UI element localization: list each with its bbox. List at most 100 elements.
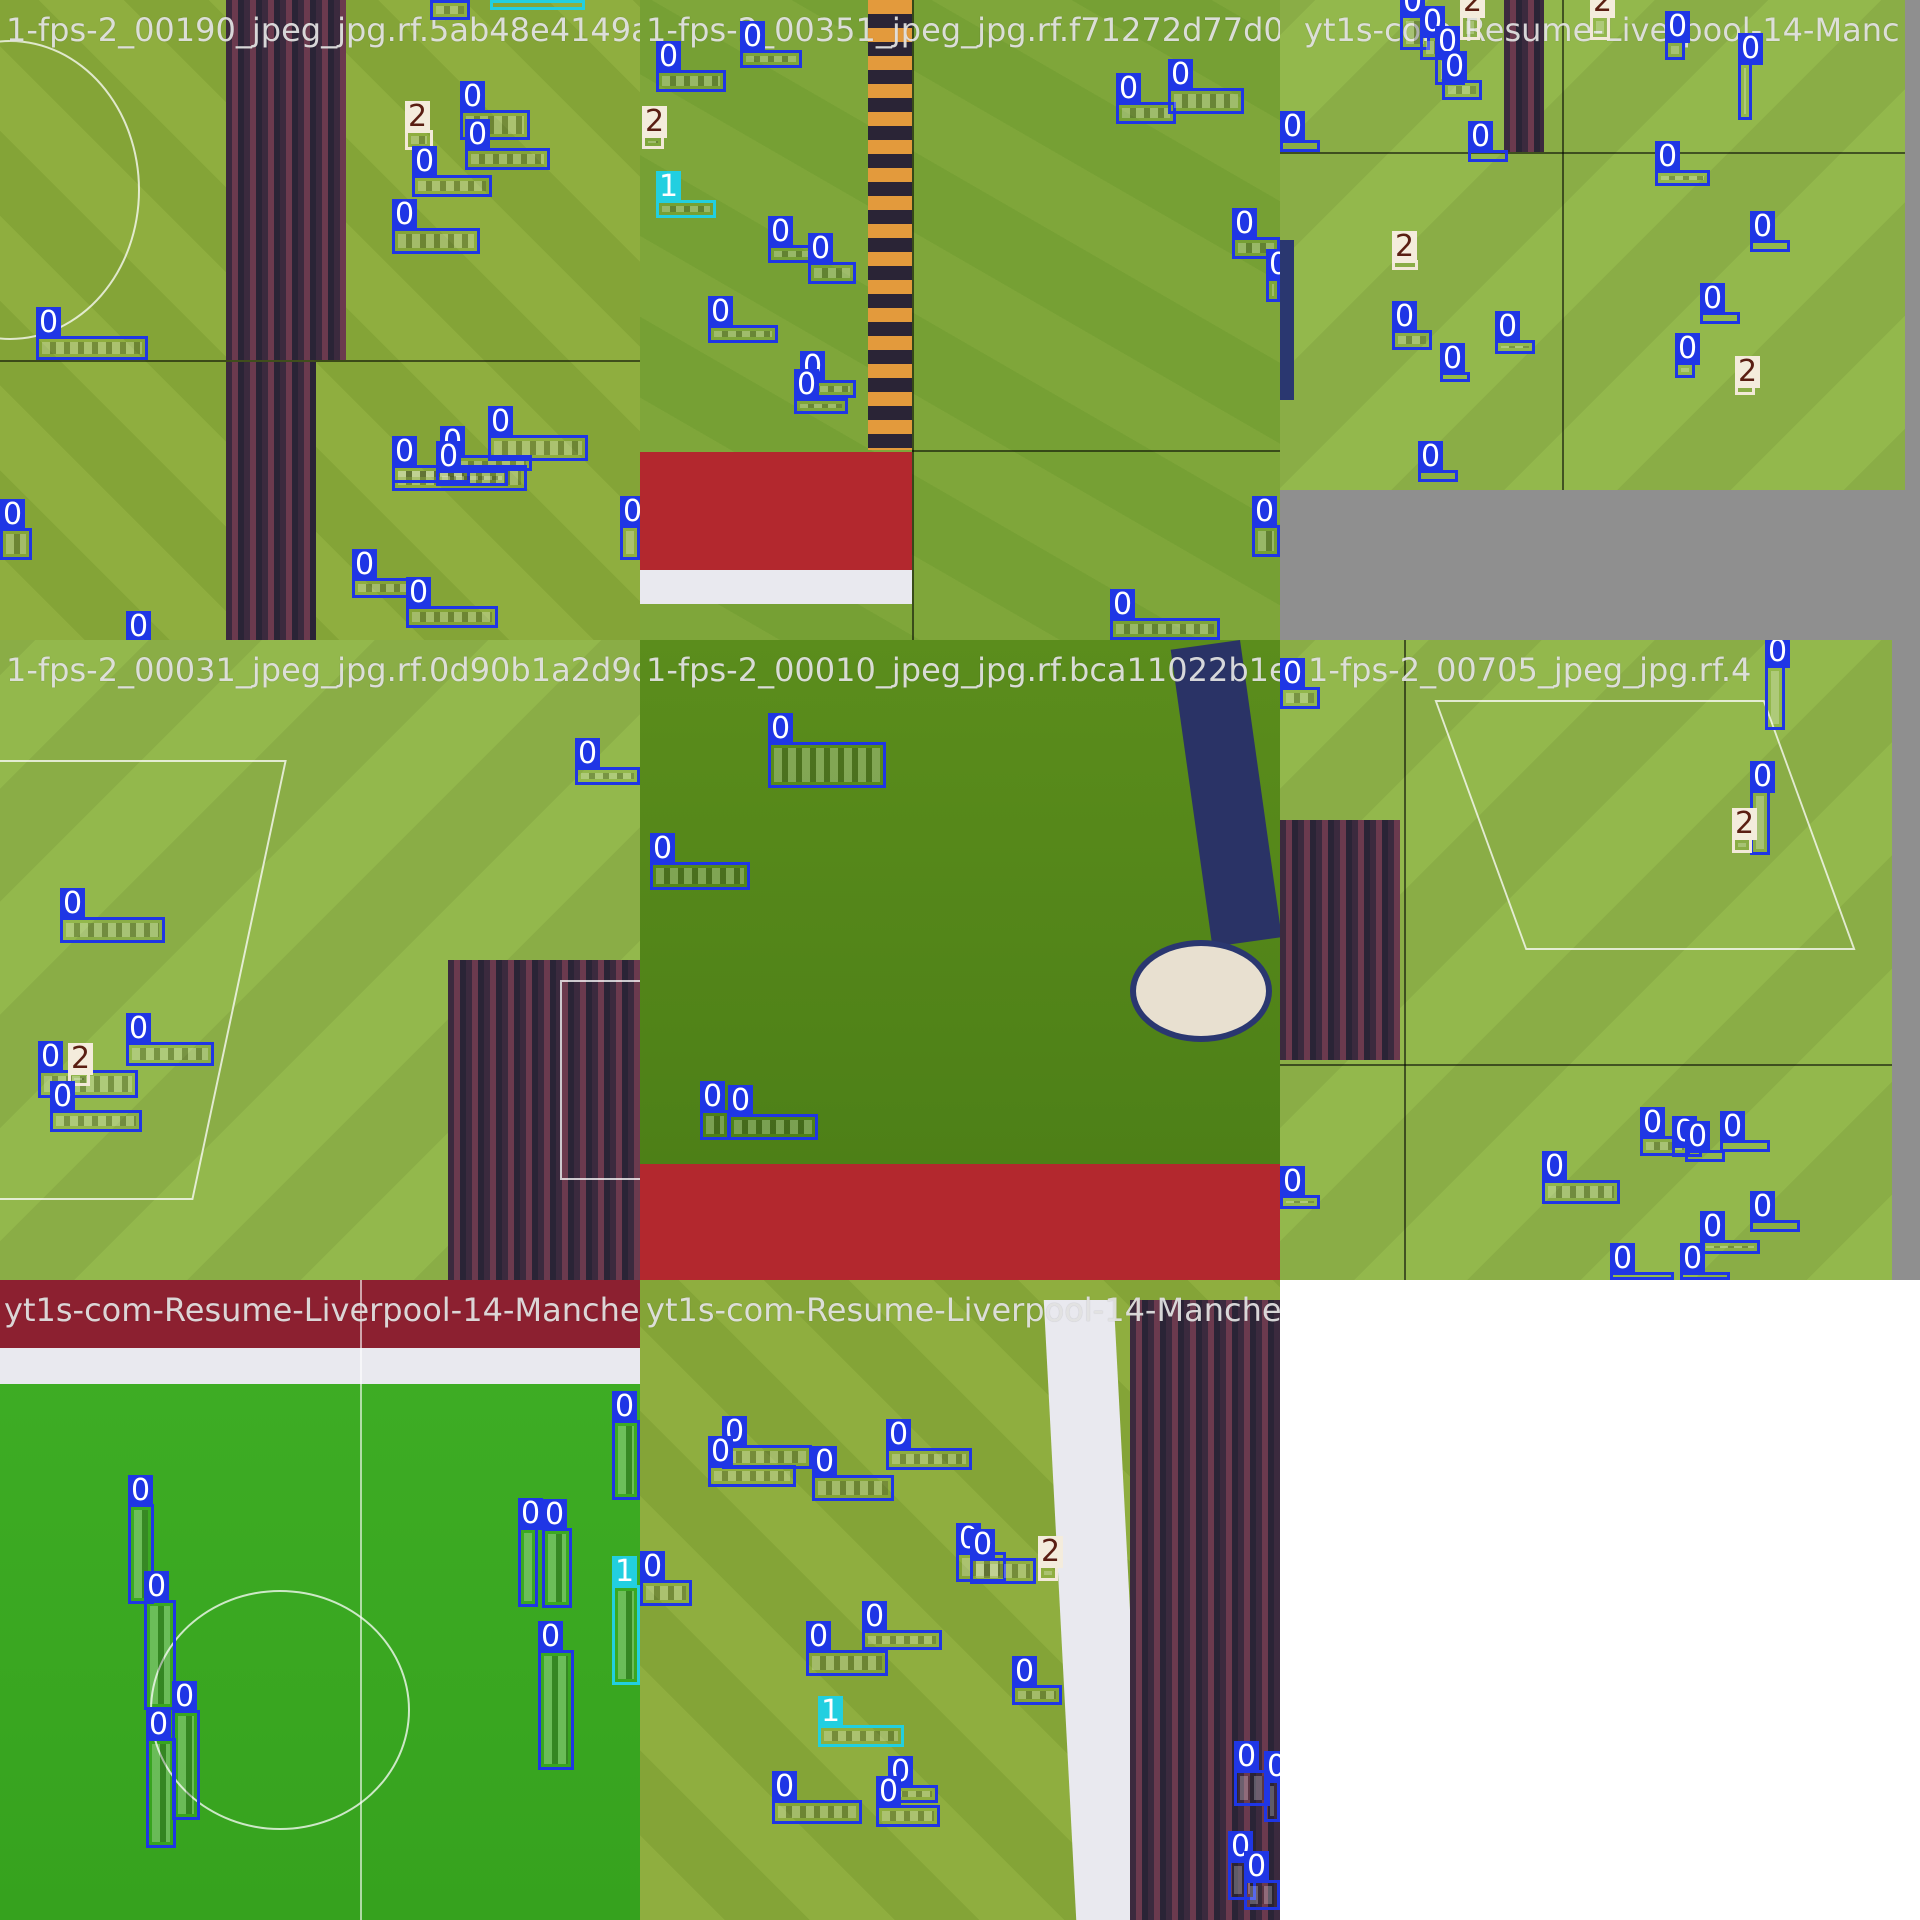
player-patch [1771, 671, 1779, 724]
bbox: 2 [1590, 0, 1616, 40]
player-patch [1448, 86, 1476, 94]
bbox-class-label: 0 [794, 369, 820, 401]
bbox-class-label: 0 [406, 577, 432, 609]
bbox: 0 [1442, 51, 1482, 100]
bbox: 0 [620, 496, 640, 560]
stadium-board [0, 1348, 640, 1384]
player-patch [1596, 21, 1604, 34]
bbox-class-label: 0 [128, 1475, 154, 1507]
bbox: 0 [1655, 141, 1710, 186]
bbox: 1 [656, 171, 716, 218]
bbox: 0 [146, 1709, 176, 1848]
bbox-class-label: 1 [818, 1696, 844, 1728]
bbox: 0 [542, 1499, 572, 1608]
padding-area [1892, 640, 1920, 1280]
bbox: 0 [1680, 1243, 1730, 1280]
bbox-class-label: 0 [1750, 761, 1776, 793]
stadium-board [640, 452, 912, 592]
mosaic-tile: 1-fps-2_00705_jpeg_jpg.rf.4 0 0 0 2 0 0 … [1280, 640, 1920, 1280]
bbox: 0 [488, 406, 588, 461]
bbox: 0 [1738, 33, 1764, 120]
player-patch [581, 773, 634, 779]
crowd-stand [1280, 240, 1294, 400]
player-patch [812, 1656, 882, 1670]
bbox: 0 [144, 1571, 176, 1710]
player-patch [894, 1791, 932, 1797]
player-patch [734, 1120, 812, 1134]
bbox-class-label: 2 [1392, 231, 1418, 263]
player-patch [714, 1471, 790, 1481]
bbox: 2 [1735, 356, 1761, 395]
bbox: 0 [876, 1776, 940, 1827]
bbox: 0 [1685, 1121, 1725, 1162]
player-patch [1671, 46, 1679, 54]
bbox: 0 [640, 1551, 692, 1606]
stadium-board [640, 570, 912, 604]
player-patch [1174, 94, 1238, 108]
bbox-class-label: 2 [1590, 0, 1616, 18]
bbox: 0 [465, 119, 550, 170]
bbox-class-label: 0 [1765, 640, 1791, 668]
bbox-class-label: 0 [1442, 51, 1468, 83]
bbox-class-label: 0 [1232, 208, 1258, 240]
tile-split-line [912, 0, 914, 640]
player-patch [471, 154, 544, 164]
bbox-class-label: 0 [886, 1419, 912, 1451]
bbox-class-label: 2 [1460, 0, 1486, 18]
player-patch [1250, 1886, 1274, 1904]
crowd-stand [226, 0, 346, 360]
crowd-stand [226, 362, 316, 640]
bbox-class-label: 0 [1665, 11, 1691, 43]
player-patch [1270, 1786, 1274, 1816]
bbox-class-label: 0 [806, 1621, 832, 1653]
bbox-class-label: 0 [768, 713, 794, 745]
player-patch [814, 268, 850, 278]
bbox-class-label: 1 [656, 171, 682, 203]
crowd-stand [1504, 0, 1544, 152]
bbox: 0 [50, 1081, 142, 1132]
bbox: 2 [1460, 0, 1486, 40]
bbox-class-label: 0 [620, 496, 640, 528]
bbox-class-label: 0 [656, 41, 682, 73]
club-crest [1130, 940, 1272, 1042]
bbox-class-label: 0 [1675, 333, 1701, 365]
player-patch [42, 342, 142, 354]
padding-area [1280, 490, 1920, 640]
bbox-class-label: 0 [60, 888, 86, 920]
bbox-class-label: 0 [392, 436, 418, 468]
bbox: 0 [708, 1436, 796, 1487]
mosaic-tile: yt1s-com-Resume-Liverpool-14-Manchester-… [0, 1280, 640, 1920]
player-patch [892, 1454, 966, 1464]
bbox: 2 [1732, 808, 1758, 853]
image-caption: yt1s-com-Resume-Liverpool-14-Manchester- [4, 1291, 640, 1329]
player-patch [662, 76, 720, 86]
player-patch [1018, 1691, 1056, 1699]
bbox-class-label: 2 [68, 1043, 94, 1075]
bbox: 0 [970, 1529, 1036, 1584]
player-patch [626, 531, 634, 554]
bbox: 0 [808, 233, 856, 284]
bbox-class-label: 0 [436, 441, 462, 473]
crowd-stand [868, 0, 912, 450]
player-patch [1501, 346, 1529, 348]
player-patch [152, 1744, 170, 1842]
bbox: 0 [1610, 1243, 1674, 1280]
bbox: 0 [768, 713, 886, 788]
stadium-board [640, 1164, 1280, 1280]
bbox-class-label: 0 [1012, 1656, 1038, 1688]
player-patch [806, 386, 850, 392]
player-patch [442, 476, 502, 480]
player-patch [646, 1586, 686, 1600]
bbox: 0 [1765, 640, 1791, 730]
bbox: 0 [1495, 311, 1535, 354]
bbox-class-label: 0 [1610, 1243, 1636, 1275]
bbox-class-label: 0 [352, 549, 378, 581]
player-patch [1738, 843, 1746, 847]
player-patch [800, 404, 842, 408]
pitch-line [560, 980, 640, 1180]
bbox-class-label: 0 [126, 611, 152, 640]
bbox-class-label: 0 [1392, 301, 1418, 333]
bbox-class-label: 0 [862, 1601, 888, 1633]
crowd-stand [1280, 820, 1400, 1060]
bbox-class-label: 0 [640, 1551, 666, 1583]
